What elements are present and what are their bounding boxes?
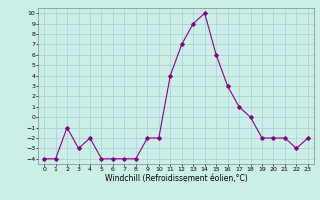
X-axis label: Windchill (Refroidissement éolien,°C): Windchill (Refroidissement éolien,°C) — [105, 174, 247, 183]
